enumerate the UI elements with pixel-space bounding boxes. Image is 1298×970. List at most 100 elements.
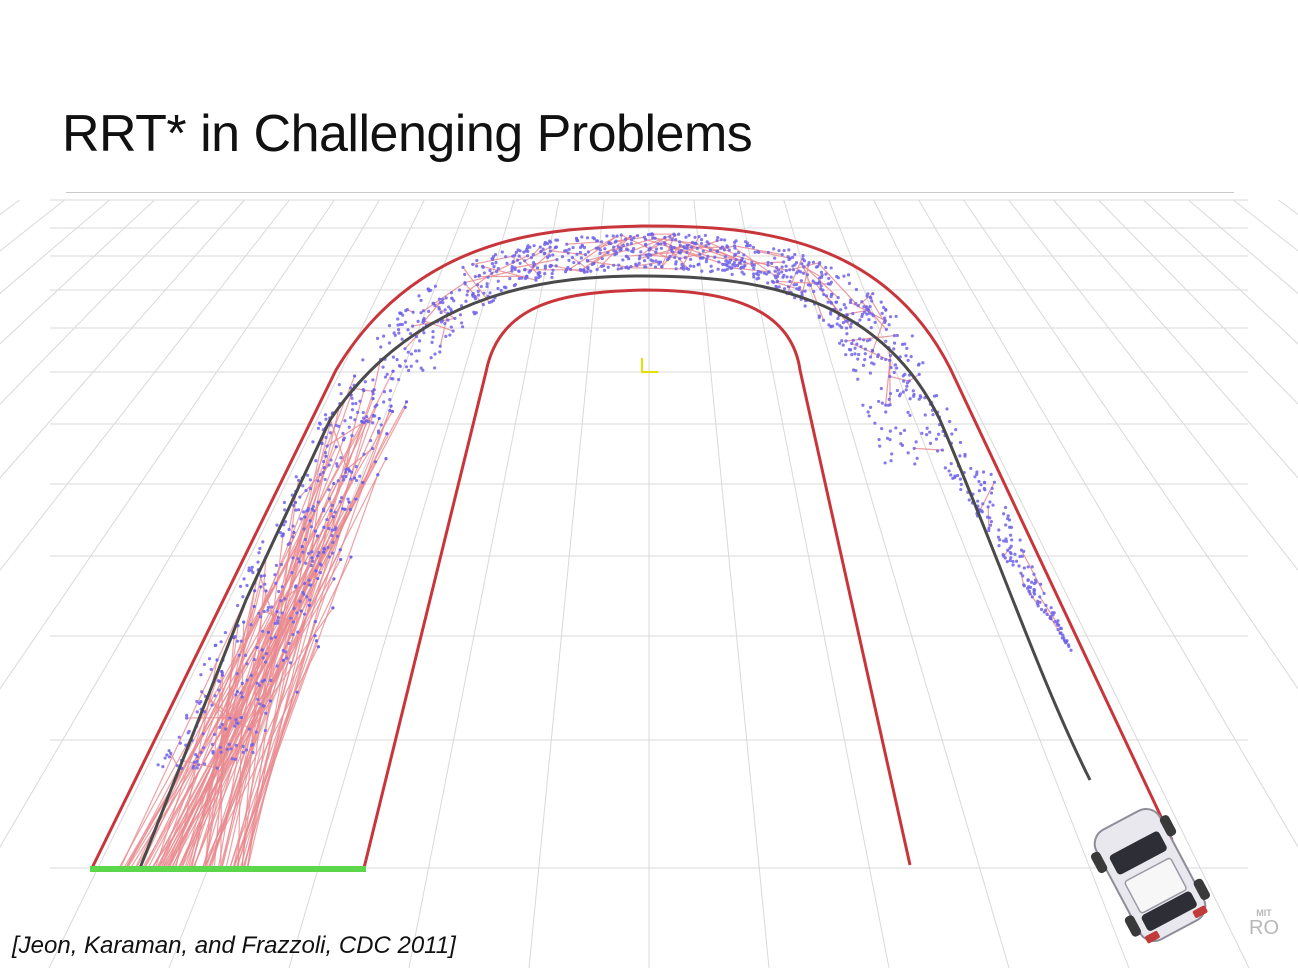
tree-node <box>439 320 444 324</box>
tree-node <box>414 335 419 339</box>
tree-node <box>303 581 307 585</box>
tree-node <box>801 254 805 258</box>
tree-node <box>287 641 291 645</box>
tree-node <box>775 279 780 284</box>
tree-node <box>352 476 357 480</box>
tree-node <box>1028 592 1032 596</box>
tree-node <box>291 535 295 539</box>
tree-node <box>989 472 993 477</box>
tree-node <box>1002 512 1006 516</box>
tree-node <box>649 263 653 267</box>
tree-node <box>820 273 824 277</box>
tree-node <box>598 251 602 255</box>
tree-node <box>363 380 367 384</box>
tree-node <box>629 238 634 242</box>
tree-node <box>780 265 784 269</box>
grid-line <box>1098 199 1298 405</box>
tree-node <box>327 488 331 492</box>
tree-node <box>860 312 865 316</box>
tree-node <box>884 308 888 312</box>
tree-node <box>376 431 381 435</box>
tree-node <box>220 673 224 677</box>
tree-node <box>921 361 925 365</box>
tree-node <box>444 334 448 338</box>
tree-node <box>684 235 688 239</box>
tree-node <box>882 305 886 310</box>
tree-node <box>296 508 301 512</box>
tree-edge <box>241 556 267 867</box>
grid-line <box>918 199 1298 848</box>
tree-node <box>1008 550 1012 555</box>
tree-node <box>297 560 302 564</box>
tree-node <box>323 413 328 417</box>
tree-node <box>465 293 469 297</box>
tree-node <box>322 509 326 513</box>
tree-node <box>433 352 437 356</box>
tree-node <box>606 251 610 255</box>
tree-node <box>262 574 267 578</box>
tree-node <box>697 235 701 239</box>
tree-node <box>950 432 954 436</box>
tree-node <box>542 252 546 256</box>
tree-node <box>845 313 849 317</box>
tree-node <box>906 410 910 415</box>
tree-node <box>870 312 874 316</box>
tree-node <box>756 269 760 274</box>
tree-edge <box>423 320 454 332</box>
tree-node <box>322 547 327 551</box>
tree-node <box>612 245 616 249</box>
tree-node <box>888 353 893 358</box>
tree-node <box>632 236 636 240</box>
tree-node <box>315 534 320 538</box>
tree-node <box>281 658 285 662</box>
tree-node <box>673 255 677 260</box>
tree-node <box>482 291 486 295</box>
tree-node <box>218 725 222 729</box>
tree-node <box>988 516 992 520</box>
tree-node <box>819 284 823 288</box>
tree-node <box>708 270 713 274</box>
tree-edge <box>524 246 551 262</box>
tree-node <box>316 479 320 483</box>
tree-node <box>349 555 353 559</box>
tree-node <box>161 765 165 769</box>
tree-node <box>1008 558 1012 563</box>
tree-node <box>254 730 258 734</box>
tree-node <box>976 499 980 503</box>
tree-node <box>318 571 323 575</box>
tree-node <box>492 255 496 259</box>
tree-node <box>735 264 740 268</box>
tree-node <box>901 390 905 394</box>
tree-node <box>433 366 437 370</box>
tree-node <box>606 265 610 269</box>
tree-node <box>297 478 301 482</box>
tree-edge <box>233 635 316 867</box>
tree-node <box>240 716 244 720</box>
tree-node <box>235 672 239 676</box>
tree-node <box>382 390 387 394</box>
tree-node <box>463 272 467 277</box>
tree-node <box>723 268 727 272</box>
tree-node <box>789 275 793 279</box>
tree-node <box>323 451 328 455</box>
tree-node <box>752 266 756 270</box>
tree-node <box>207 657 212 661</box>
tree-node <box>476 293 481 297</box>
tree-node <box>233 757 238 761</box>
tree-node <box>775 265 779 270</box>
tree-node <box>782 287 787 291</box>
tree-node <box>748 244 752 248</box>
tree-node <box>595 239 599 243</box>
tree-node <box>488 268 492 273</box>
tree-node <box>514 250 518 254</box>
tree-node <box>283 520 288 524</box>
tree-node <box>817 262 821 266</box>
tree-node <box>847 281 852 286</box>
tree-node <box>528 269 533 273</box>
tree-node <box>241 744 245 748</box>
watermark-logo: MIT RO <box>1244 908 1284 938</box>
tree-node <box>165 753 169 757</box>
tree-node <box>331 540 335 544</box>
tree-node <box>1004 539 1009 543</box>
tree-node <box>617 263 621 267</box>
